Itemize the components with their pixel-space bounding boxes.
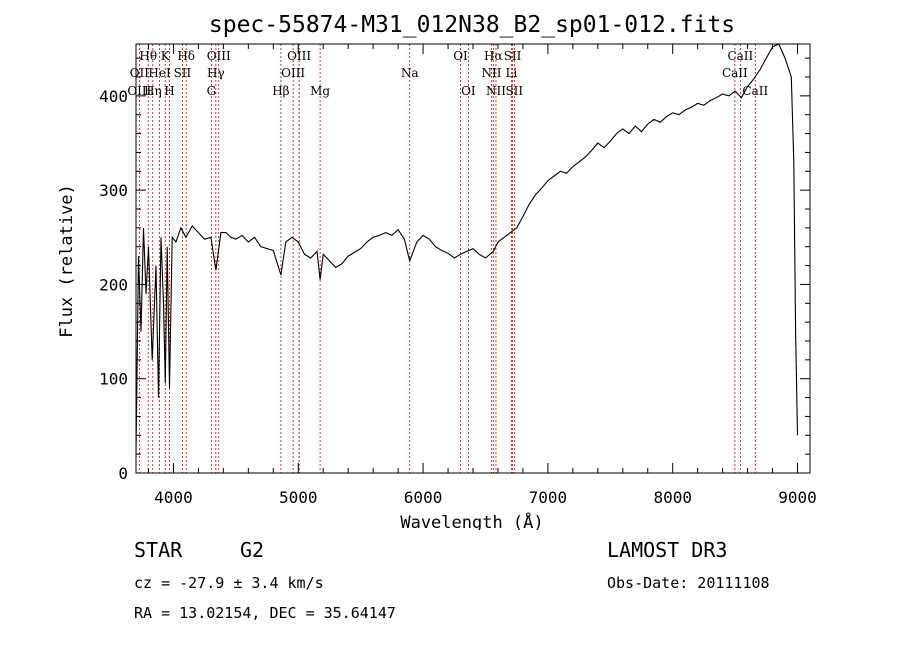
x-tick-label: 8000 [653, 488, 692, 507]
line-label: SII [504, 49, 522, 63]
line-label: OIII [207, 49, 231, 63]
x-axis-label: Wavelength (Å) [400, 511, 543, 530]
line-label: OII [130, 66, 150, 80]
x-tick-label: 4000 [154, 488, 193, 507]
spectral-line-markers [138, 44, 756, 473]
line-label: NII [481, 66, 501, 80]
y-tick-label: 400 [99, 87, 128, 106]
coordinates: RA = 13.02154, DEC = 35.64147 [134, 604, 396, 622]
y-tick-label: 100 [99, 370, 128, 389]
line-label: OIII [127, 84, 151, 98]
line-label: CaII [727, 49, 753, 63]
y-tick-label: 200 [99, 275, 128, 294]
line-label: Hβ [272, 84, 289, 98]
line-label: Hθ [139, 49, 157, 63]
y-tick-label: 0 [118, 464, 128, 483]
line-label: Mg [310, 84, 330, 98]
line-label: Hγ [207, 66, 225, 80]
x-tick-label: 7000 [529, 488, 568, 507]
observation-date: Obs-Date: 20111108 [607, 574, 770, 592]
line-label: Na [401, 66, 419, 80]
line-label: K [161, 49, 171, 63]
line-label: NII [486, 84, 506, 98]
line-label: SII [505, 84, 523, 98]
survey-name: LAMOST DR3 [607, 538, 728, 562]
line-label: G [207, 84, 217, 98]
x-tick-label: 9000 [778, 488, 817, 507]
line-label: SII [174, 66, 192, 80]
x-tick-label: 6000 [404, 488, 443, 507]
line-label: H [164, 84, 174, 98]
spectrum-line [135, 43, 799, 455]
y-tick-label: 300 [99, 181, 128, 200]
y-axis-label: Flux (relative) [57, 184, 77, 338]
x-axis-ticks: 4000 5000 6000 7000 8000 9000 [147, 44, 817, 507]
line-label: OIII [281, 66, 305, 80]
y-axis-ticks: 0 100 200 300 400 [99, 57, 810, 483]
plot-frame [135, 43, 811, 474]
line-label: HeI [148, 66, 171, 80]
line-label: Hα [484, 49, 503, 63]
line-label: OI [453, 49, 468, 63]
spectrum-plot: spec-55874-M31_012N38_B2_sp01-012.fits H… [57, 12, 817, 530]
line-label: Hη [144, 84, 162, 98]
object-class: STAR [134, 538, 183, 562]
line-label: Li [506, 66, 518, 80]
x-tick-label: 5000 [279, 488, 318, 507]
line-label: CaII [722, 66, 748, 80]
line-label: OI [461, 84, 476, 98]
line-label: CaII [742, 84, 768, 98]
line-label: Hδ [177, 49, 195, 63]
line-label: OIII [287, 49, 311, 63]
chart-title: spec-55874-M31_012N38_B2_sp01-012.fits [209, 12, 735, 38]
spectral-subclass: G2 [240, 538, 265, 562]
redshift-velocity: cz = -27.9 ± 3.4 km/s [134, 574, 324, 592]
